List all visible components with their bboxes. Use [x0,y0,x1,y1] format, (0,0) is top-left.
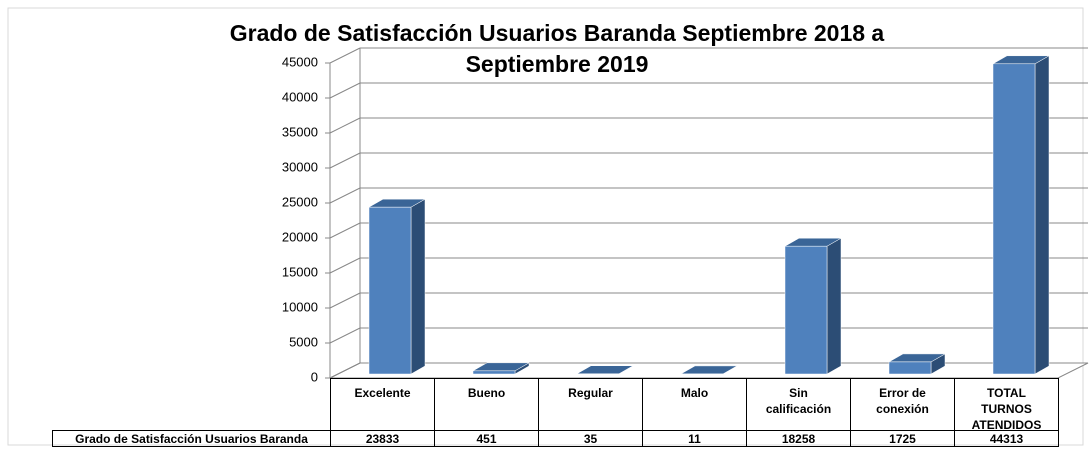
bar-side [410,198,426,375]
bar [472,370,516,375]
x-tick-label: Regular [538,378,643,431]
grid-line [329,152,361,169]
x-tick-label: Error de conexión [850,378,955,431]
y-tick-label: 40000 [282,89,318,104]
data-table-value: 35 [538,430,643,447]
y-tick-label: 20000 [282,229,318,244]
y-tick-label: 45000 [282,54,318,69]
bar-side [1034,55,1050,375]
chart-border [7,7,1084,446]
data-table-value: 44313 [954,430,1059,447]
y-tick-label: 25000 [282,194,318,209]
grid-line [329,82,361,99]
grid-line [329,117,361,134]
grid-line [329,362,361,379]
bar [888,361,932,375]
grid-line [329,187,361,204]
data-table-value: 451 [434,430,539,447]
chart-title: Grado de Satisfacción Usuarios Baranda S… [229,20,885,77]
bar [368,206,412,375]
grid-line [329,222,361,239]
data-table-series-name: Grado de Satisfacción Usuarios Baranda [52,430,331,447]
grid-line [329,327,361,344]
x-tick-label: Excelente [330,378,435,431]
grid-line [329,292,361,309]
y-tick-label: 5000 [289,334,318,349]
data-table-value: 23833 [330,430,435,447]
grid-line [329,257,361,274]
bar-side [826,237,842,375]
x-tick-label: TOTAL TURNOS ATENDIDOS [954,378,1059,432]
y-tick-label: 30000 [282,159,318,174]
x-tick-label: Malo [642,378,747,431]
data-table-value: 18258 [746,430,851,447]
y-tick-label: 0 [311,369,318,384]
data-table-value: 11 [642,430,747,447]
data-table-value: 1725 [850,430,955,447]
y-tick-label: 15000 [282,264,318,279]
y-tick-label: 35000 [282,124,318,139]
grid-line [329,47,361,64]
bar [992,63,1036,375]
bar [784,245,828,375]
y-tick-label: 10000 [282,299,318,314]
x-tick-label: Bueno [434,378,539,431]
x-tick-label: Sin calificación [746,378,851,431]
